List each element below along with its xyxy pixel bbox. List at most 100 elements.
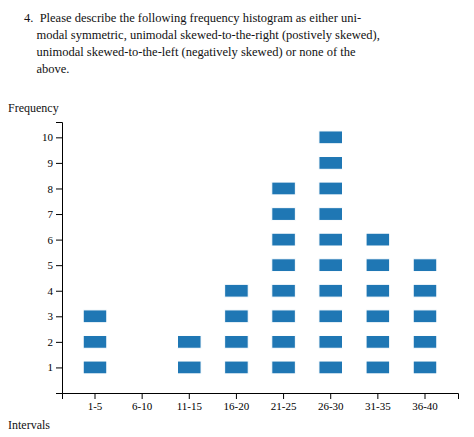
y-tick-mark — [56, 137, 62, 138]
chart: 4. Please describe the following frequen… — [0, 0, 474, 437]
y-tick: 7 — [48, 208, 63, 220]
unit-square — [319, 284, 343, 297]
unit-square — [272, 335, 296, 348]
x-tick-mark — [377, 393, 378, 399]
x-tick-mark — [283, 393, 284, 399]
x-tick: 31-35 — [365, 393, 391, 412]
y-tick: 5 — [48, 259, 63, 271]
x-tick-mark — [142, 393, 143, 399]
y-tick-label: 4 — [48, 285, 54, 297]
y-tick-label: 2 — [48, 336, 54, 348]
y-tick: 4 — [48, 285, 63, 297]
y-tick: 6 — [48, 234, 63, 246]
y-tick-mark — [56, 367, 62, 368]
unit-square — [413, 284, 437, 297]
unit-square — [272, 259, 296, 272]
unit-square — [319, 361, 343, 374]
unit-square — [225, 310, 249, 323]
x-tick-mark — [330, 393, 331, 399]
unit-square — [272, 310, 296, 323]
unit-square — [366, 335, 390, 348]
unit-square — [225, 335, 249, 348]
x-tick: 1-5 — [88, 393, 103, 412]
y-tick: 9 — [48, 157, 63, 169]
x-tick: 16-20 — [224, 393, 250, 412]
plot: 1-5 6-10 11-15 16-20 21-25 26-30 31-35 36-40 1 2 3… — [42, 123, 459, 412]
y-tick-mark — [56, 265, 62, 266]
x-tick-label: 31-35 — [365, 400, 391, 412]
unit-square — [319, 131, 343, 144]
x-tick-mark — [425, 393, 426, 399]
y-tick: 1 — [48, 361, 63, 373]
unit-square — [413, 335, 437, 348]
title-line: unimodal skewed-to-the-left (negatively … — [24, 45, 356, 59]
title-line: modal symmetric, unimodal skewed-to-the-… — [24, 28, 380, 42]
y-tick-mark — [56, 214, 62, 215]
unit-square — [272, 284, 296, 297]
marks — [83, 131, 437, 374]
y-tick-mark — [56, 316, 62, 317]
unit-square — [83, 361, 107, 374]
y-tick-label: 3 — [48, 310, 54, 322]
x-tick-label: 1-5 — [88, 400, 103, 412]
unit-square — [319, 157, 343, 170]
unit-square — [413, 259, 437, 272]
x-tick-mark — [189, 393, 190, 399]
x-tick-label: 6-10 — [132, 400, 153, 412]
unit-square — [319, 233, 343, 246]
unit-square — [413, 361, 437, 374]
x-axis-line — [63, 394, 459, 400]
y-tick-label: 8 — [48, 182, 54, 194]
y-tick-label: 7 — [48, 208, 54, 220]
unit-square — [178, 361, 202, 374]
x-tick-label: 26-30 — [318, 400, 344, 412]
unit-square — [366, 310, 390, 323]
x-axis: 1-5 6-10 11-15 16-20 21-25 26-30 31-35 36-40 — [63, 393, 459, 412]
unit-square — [319, 259, 343, 272]
x-tick: 26-30 — [318, 393, 344, 412]
y-axis: 1 2 3 4 5 6 7 8 9 10 — [42, 123, 63, 394]
y-tick-mark — [56, 240, 62, 241]
unit-square — [225, 284, 249, 297]
y-tick-label: 6 — [48, 234, 54, 246]
unit-square — [319, 208, 343, 221]
x-tick-label: 21-25 — [271, 400, 297, 412]
y-tick-label: 1 — [48, 361, 54, 373]
x-tick-mark — [95, 393, 96, 399]
x-tick: 36-40 — [412, 393, 438, 412]
unit-square — [272, 182, 296, 195]
x-tick: 11-15 — [177, 393, 203, 412]
unit-square — [366, 284, 390, 297]
x-tick-label: 36-40 — [412, 400, 438, 412]
title: 4. Please describe the following frequen… — [24, 11, 380, 76]
y-tick-mark — [56, 291, 62, 292]
unit-square — [272, 208, 296, 221]
unit-square — [366, 361, 390, 374]
x-tick: 6-10 — [132, 393, 153, 412]
x-tick-label: 11-15 — [177, 400, 203, 412]
y-tick: 8 — [48, 182, 63, 194]
unit-square — [319, 335, 343, 348]
unit-square — [225, 361, 249, 374]
y-axis-label: Frequency — [8, 101, 59, 115]
y-tick-mark — [56, 188, 62, 189]
unit-square — [319, 310, 343, 323]
unit-square — [83, 310, 107, 323]
y-axis-line — [56, 123, 63, 394]
x-tick-label: 16-20 — [224, 400, 250, 412]
unit-square — [319, 182, 343, 195]
unit-square — [413, 310, 437, 323]
unit-square — [366, 259, 390, 272]
unit-square — [83, 335, 107, 348]
y-tick-mark — [56, 163, 62, 164]
title-line: 4. Please describe the following frequen… — [24, 11, 361, 25]
y-tick-label: 10 — [42, 131, 54, 143]
x-tick-mark — [236, 393, 237, 399]
unit-square — [272, 233, 296, 246]
x-axis-label: Intervals — [8, 418, 50, 432]
y-tick: 3 — [48, 310, 63, 322]
y-tick: 2 — [48, 336, 63, 348]
y-tick: 10 — [42, 131, 62, 143]
y-tick-label: 5 — [48, 259, 54, 271]
title-line: above. — [24, 62, 69, 76]
